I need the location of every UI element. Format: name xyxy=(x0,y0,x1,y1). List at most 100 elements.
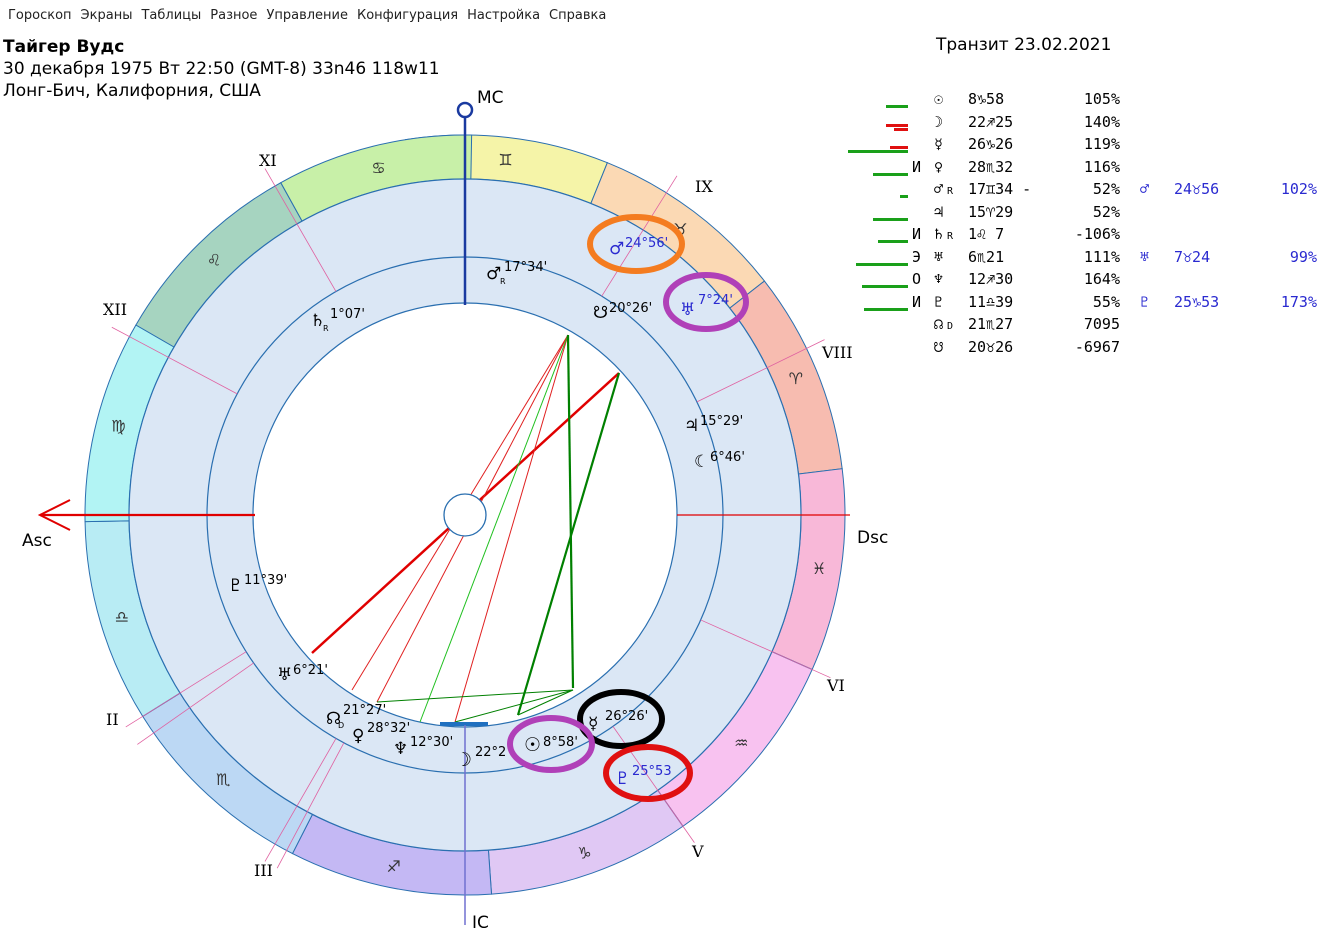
planet-position: 6♏21 xyxy=(968,247,1005,266)
planet-symbol: ☽ xyxy=(934,112,944,131)
menu-horoscope[interactable]: Гороскоп xyxy=(8,7,72,23)
svg-text:11°39': 11°39' xyxy=(244,573,287,588)
svg-text:6°21': 6°21' xyxy=(293,663,328,678)
zodiac-glyph-icon: ♊ xyxy=(498,150,512,169)
menu-misc[interactable]: Разное xyxy=(210,7,258,23)
svg-text:☿: ☿ xyxy=(588,714,598,734)
planet-strength: 52% xyxy=(1092,180,1120,198)
svg-text:☽: ☽ xyxy=(455,749,472,771)
strength-bars xyxy=(842,95,908,109)
zodiac-glyph-icon: ♐ xyxy=(386,857,400,876)
menu-configuration[interactable]: Конфигурация xyxy=(357,7,459,23)
menu-tables[interactable]: Таблицы xyxy=(141,7,202,23)
svg-text:7°24': 7°24' xyxy=(698,293,733,308)
planet-strength: 55% xyxy=(1092,292,1120,311)
strength-bars xyxy=(842,253,908,267)
planet-symbol: ♅ xyxy=(934,247,944,266)
svg-text:☾: ☾ xyxy=(694,452,709,472)
zodiac-glyph-icon: ♎ xyxy=(115,608,129,627)
aspect-line xyxy=(419,334,569,723)
strength-bars xyxy=(842,208,908,222)
planet-strength: 105% xyxy=(1083,90,1120,108)
svg-text:20°26': 20°26' xyxy=(609,301,652,316)
svg-text:26°26': 26°26' xyxy=(605,709,648,724)
planet-symbol: ♃ xyxy=(934,202,944,221)
planet-strength: 7095 xyxy=(1083,315,1120,333)
retrograde-marker: R xyxy=(947,186,954,197)
planet-row: О ♆ 12♐30 164% xyxy=(842,270,1339,292)
house-cusp-line xyxy=(696,339,825,403)
planet-position: 17♊34 - xyxy=(968,180,1032,198)
menu-screens[interactable]: Экраны xyxy=(80,7,133,23)
svg-text:♆: ♆ xyxy=(393,739,408,759)
planet-flag: И xyxy=(912,157,922,176)
strength-bar xyxy=(862,285,908,288)
highlight-ellipse-purple xyxy=(507,715,595,773)
svg-text:♇: ♇ xyxy=(228,576,243,596)
zodiac-glyph-icon: ♑ xyxy=(577,843,591,862)
strength-bar xyxy=(873,172,908,176)
natal-mercury-label: ☿ 26°26' xyxy=(588,709,648,734)
natal-jupiter-label: ♃ 15°29' xyxy=(684,414,743,436)
strength-bar xyxy=(864,307,908,311)
transit-uranus-label: ♅ 7°24' xyxy=(680,293,733,320)
natal-northnode-label: ☊D 21°27' xyxy=(326,703,386,730)
strength-bar xyxy=(900,195,908,198)
planet-strength: -6967 xyxy=(1074,337,1120,356)
house-label: VIII xyxy=(821,343,853,362)
svg-text:12°30': 12°30' xyxy=(410,735,453,750)
strength-bar xyxy=(873,217,908,221)
highlight-ellipse-red xyxy=(603,744,693,802)
zodiac-ring xyxy=(84,134,846,896)
svg-text:8°58': 8°58' xyxy=(543,735,578,750)
planet-symbol: ☋ xyxy=(934,337,944,356)
svg-text:☋: ☋ xyxy=(593,303,608,323)
planet-symbol: ☉ xyxy=(934,90,944,108)
birth-date-line: 30 декабря 1975 Вт 22:50 (GMT-8) 33n46 1… xyxy=(3,59,440,79)
dsc-label: Dsc xyxy=(857,528,888,548)
natal-uranus-label: ♅ 6°21' xyxy=(277,663,328,685)
ic-label: IC xyxy=(472,913,489,933)
planet-flag: И xyxy=(912,225,922,243)
strength-bar xyxy=(890,146,908,149)
planet-strength: 164% xyxy=(1083,270,1120,288)
svg-text:♂: ♂ xyxy=(609,239,624,259)
planet-row: ☉ 8♑58 105% xyxy=(842,90,1339,112)
house-label: XI xyxy=(259,151,277,170)
planet-position: 21♏27 xyxy=(968,315,1014,333)
planet-row: Э ♅ 6♏21 111% ♅ 7♉24 99% xyxy=(842,248,1339,270)
svg-text:6°46': 6°46' xyxy=(710,450,745,465)
asc-arrow-icon xyxy=(37,499,71,531)
planet-position: 26♑26 xyxy=(968,135,1014,153)
planet-position: 15♈29 xyxy=(968,202,1014,221)
highlight-ellipse-orange xyxy=(587,214,685,274)
menu-control[interactable]: Управление xyxy=(266,7,348,23)
transit-pluto-label: ♇ 25°53 xyxy=(615,764,672,789)
house-cusp-line xyxy=(276,742,345,869)
transit-position: 25♑53 xyxy=(1174,292,1220,311)
planet-position: 11♎39 xyxy=(968,292,1014,311)
chart-center xyxy=(443,493,487,537)
svg-text:21°27': 21°27' xyxy=(343,703,386,718)
menu-settings[interactable]: Настройка xyxy=(467,7,541,23)
strength-bars xyxy=(842,230,908,244)
zodiac-glyph-icon: ♋ xyxy=(371,159,385,178)
aspect-line xyxy=(376,689,574,703)
house-cusp-line xyxy=(264,168,337,292)
svg-text:♄: ♄ xyxy=(310,311,325,331)
strength-bars xyxy=(842,298,908,312)
svg-text:28°32': 28°32' xyxy=(367,721,410,736)
transit-strength: 99% xyxy=(1289,247,1317,266)
svg-text:♅: ♅ xyxy=(680,300,695,320)
svg-text:♃: ♃ xyxy=(684,416,699,436)
strength-bars xyxy=(842,343,908,357)
svg-text:15°29': 15°29' xyxy=(700,414,743,429)
menu-help[interactable]: Справка xyxy=(549,7,607,23)
svg-text:D: D xyxy=(338,721,344,730)
svg-text:♅: ♅ xyxy=(277,665,292,685)
natal-venus-label: ♀ 28°32' xyxy=(352,721,410,746)
house-cusp-line xyxy=(111,326,238,395)
natal-moon-label: ☾ 6°46' xyxy=(694,450,745,472)
planet-symbol: ♆ xyxy=(934,270,944,288)
